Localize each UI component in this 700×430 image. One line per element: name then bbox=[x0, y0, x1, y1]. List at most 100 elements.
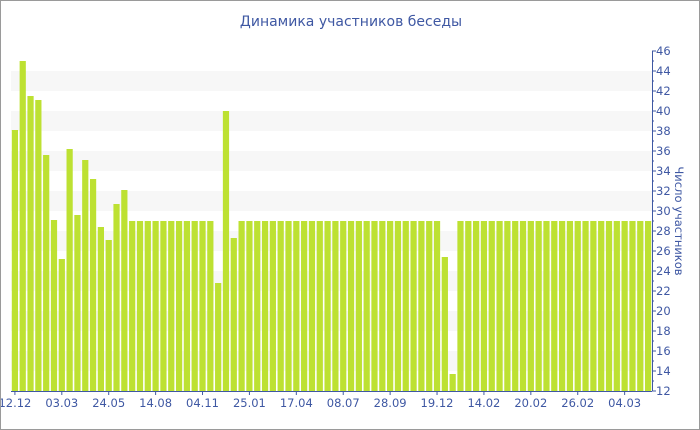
bar bbox=[410, 221, 417, 391]
bar bbox=[207, 221, 214, 391]
x-tick-label: 14.08 bbox=[139, 396, 172, 410]
bar bbox=[363, 221, 370, 391]
grid-band bbox=[11, 71, 652, 91]
bar bbox=[183, 221, 190, 391]
x-tick-label: 04.11 bbox=[186, 396, 219, 410]
bar bbox=[441, 257, 448, 391]
bar bbox=[50, 220, 58, 391]
bar bbox=[574, 221, 581, 391]
bar bbox=[347, 221, 355, 391]
bar bbox=[504, 221, 511, 391]
grid-band bbox=[11, 191, 652, 211]
bar bbox=[605, 221, 613, 391]
bar bbox=[293, 221, 300, 391]
y-tick-label: 42 bbox=[656, 84, 671, 98]
y-tick-label: 44 bbox=[656, 64, 671, 78]
bar bbox=[152, 221, 159, 391]
bar bbox=[136, 221, 144, 391]
y-tick-label: 24 bbox=[656, 264, 671, 278]
bar bbox=[629, 221, 636, 391]
bar bbox=[332, 221, 339, 391]
bar bbox=[43, 155, 50, 391]
y-tick-label: 16 bbox=[656, 344, 671, 358]
y-tick-label: 38 bbox=[656, 124, 671, 138]
x-tick-label: 08.07 bbox=[327, 396, 360, 410]
bar bbox=[496, 221, 503, 391]
y-tick-label: 26 bbox=[656, 244, 671, 258]
y-tick-label: 34 bbox=[656, 164, 671, 178]
y-tick-label: 32 bbox=[656, 184, 671, 198]
bar bbox=[379, 221, 386, 391]
x-tick-label: 20.02 bbox=[514, 396, 547, 410]
bar bbox=[11, 130, 19, 391]
bar bbox=[168, 221, 175, 391]
bar bbox=[566, 221, 574, 391]
bar bbox=[113, 204, 120, 391]
x-tick-label: 19.12 bbox=[421, 396, 454, 410]
bar bbox=[457, 221, 464, 391]
bar bbox=[277, 221, 284, 391]
bar bbox=[433, 221, 441, 391]
bar bbox=[121, 190, 128, 391]
bar bbox=[558, 221, 566, 391]
bar bbox=[316, 221, 323, 391]
axes: 12 14 16 18 20 22 24 26 28 30 32 34 36 38 40 42 44 46 12.1… bbox=[1, 44, 671, 410]
bar bbox=[160, 221, 167, 391]
bar bbox=[394, 221, 402, 391]
bar bbox=[637, 221, 644, 391]
x-tick-label: 25.01 bbox=[233, 396, 266, 410]
y-axis-label: Число участников bbox=[672, 166, 686, 275]
bar bbox=[402, 221, 409, 391]
bar bbox=[426, 221, 433, 391]
bar bbox=[261, 221, 269, 391]
bar bbox=[582, 221, 589, 391]
bar bbox=[285, 221, 292, 391]
bar bbox=[238, 221, 245, 391]
bar bbox=[97, 227, 105, 391]
grid-band bbox=[11, 151, 652, 171]
bar bbox=[340, 221, 347, 391]
bar bbox=[144, 221, 151, 391]
bar bbox=[222, 111, 230, 391]
bar bbox=[74, 215, 81, 391]
bar bbox=[324, 221, 331, 391]
bar bbox=[543, 221, 550, 391]
bar bbox=[519, 221, 527, 391]
bar bbox=[105, 240, 112, 391]
bar bbox=[129, 221, 136, 391]
y-tick-label: 30 bbox=[656, 204, 671, 218]
x-tick-label: 14.02 bbox=[467, 396, 500, 410]
bar bbox=[355, 221, 362, 391]
bar bbox=[191, 221, 198, 391]
bar bbox=[488, 221, 495, 391]
bar bbox=[449, 374, 456, 391]
bar bbox=[246, 221, 253, 391]
bar bbox=[19, 61, 26, 391]
y-tick-label: 28 bbox=[656, 224, 671, 238]
x-tick-label: 26.02 bbox=[561, 396, 594, 410]
x-tick-label: 17.04 bbox=[280, 396, 313, 410]
chart-title: Динамика участников беседы bbox=[239, 14, 463, 30]
x-tick-label: 04.03 bbox=[608, 396, 641, 410]
bars bbox=[11, 61, 652, 391]
y-tick-label: 20 bbox=[656, 304, 671, 318]
bar bbox=[551, 221, 558, 391]
bar bbox=[301, 221, 308, 391]
bar bbox=[527, 221, 534, 391]
bar bbox=[535, 221, 542, 391]
grid-band bbox=[11, 111, 652, 131]
y-tick-label: 14 bbox=[656, 364, 671, 378]
bar bbox=[644, 221, 652, 391]
y-tick-label: 46 bbox=[656, 44, 671, 58]
bar bbox=[215, 283, 222, 391]
bar bbox=[35, 100, 42, 391]
bar bbox=[82, 160, 89, 391]
y-tick-label: 22 bbox=[656, 284, 671, 298]
bar bbox=[480, 221, 488, 391]
bar bbox=[512, 221, 519, 391]
x-tick-label: 28.09 bbox=[374, 396, 407, 410]
bar bbox=[230, 238, 237, 391]
bar bbox=[175, 221, 183, 391]
